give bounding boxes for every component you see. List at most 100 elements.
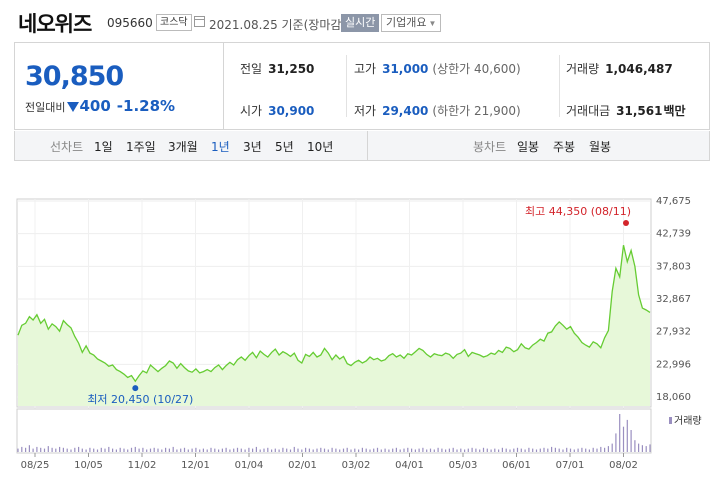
volume-bar xyxy=(335,448,337,452)
volume-bar xyxy=(380,449,382,452)
volume-bar xyxy=(119,447,121,452)
volume-bar xyxy=(17,448,19,452)
candle-monthly-button[interactable]: 월봉 xyxy=(589,140,612,154)
volume-bar xyxy=(289,449,292,452)
period-1y-button[interactable]: 1년 xyxy=(211,140,230,154)
y-tick-label: 47,675 xyxy=(656,196,691,207)
volume-bar xyxy=(475,448,477,452)
volume-bar xyxy=(630,430,632,452)
volume-bar xyxy=(573,449,575,452)
volume-bar xyxy=(214,448,216,452)
period-1d-button[interactable]: 1일 xyxy=(94,140,113,154)
stock-code: 095660 xyxy=(107,16,153,30)
x-tick-label: 04/01 xyxy=(395,460,424,471)
period-10y-button[interactable]: 10년 xyxy=(307,140,334,154)
volume-bar xyxy=(369,449,371,452)
volume-bar xyxy=(513,448,515,452)
volume-bar xyxy=(403,448,405,452)
volume-bar xyxy=(456,449,458,452)
volume-bar xyxy=(161,449,163,452)
company-overview-label: 기업개요 xyxy=(386,17,427,29)
volume-bar xyxy=(482,447,485,452)
volume-bar xyxy=(221,448,223,452)
volume-bar xyxy=(543,447,545,452)
x-tick-label: 02/01 xyxy=(288,460,317,471)
period-3m-button[interactable]: 3개월 xyxy=(168,140,198,154)
volume-bar xyxy=(649,444,651,452)
candle-daily-button[interactable]: 일봉 xyxy=(517,140,540,154)
volume-bar xyxy=(297,448,299,452)
stock-name: 네오위즈 xyxy=(18,12,92,36)
volume-bar xyxy=(282,447,284,452)
volume-bar xyxy=(422,447,424,452)
volume-bar xyxy=(524,449,526,452)
volume-bar xyxy=(25,447,27,452)
volume-legend: 거래량 xyxy=(674,415,702,427)
volume-bar xyxy=(32,448,34,452)
volume-bar xyxy=(354,448,356,452)
volume-bar xyxy=(187,449,189,452)
volume-bar xyxy=(558,448,560,452)
y-tick-label: 18,060 xyxy=(656,392,691,403)
x-tick-label: 12/01 xyxy=(181,460,210,471)
low-annotation: 최저 20,450 (10/27) xyxy=(87,393,193,406)
volume-bar xyxy=(441,448,443,452)
volume-bar xyxy=(236,447,239,452)
volume-bar xyxy=(301,449,303,452)
volume-bar xyxy=(464,449,466,452)
volume-bar xyxy=(146,449,148,452)
volume-bar xyxy=(392,448,394,452)
volume-bar xyxy=(36,446,38,452)
low-point-marker xyxy=(132,385,139,392)
volume-bar xyxy=(81,448,83,452)
current-price-box: 30,850 전일대비 400 -1.28% xyxy=(15,43,224,129)
volume-bar xyxy=(134,446,136,452)
volume-bar xyxy=(562,449,564,452)
volume-bar xyxy=(604,447,606,452)
period-1w-button[interactable]: 1주일 xyxy=(126,140,156,154)
stat-volume: 거래량 1,046,487 xyxy=(566,62,673,76)
volume-bar xyxy=(225,447,227,452)
line-chart-label: 선차트 xyxy=(50,140,84,154)
volume-bar xyxy=(327,449,329,452)
price-stats: 전일 31,250 고가 31,000 (상한가 40,600) 거래량 1,046,4… xyxy=(224,43,709,129)
period-3y-button[interactable]: 3년 xyxy=(243,140,262,154)
volume-bar xyxy=(323,448,326,452)
volume-bar xyxy=(596,448,598,452)
price-chart[interactable]: 47,675 42,739 37,803 32,867 27,932 22,996 18,0… xyxy=(0,161,716,477)
period-5y-button[interactable]: 5년 xyxy=(275,140,294,154)
volume-bar xyxy=(641,445,643,452)
x-tick-label: 03/02 xyxy=(342,460,371,471)
stat-trade-value: 거래대금 31,561백만 xyxy=(566,104,686,118)
volume-bar xyxy=(51,447,53,452)
volume-bar xyxy=(259,449,261,452)
volume-bar xyxy=(411,448,413,452)
volume-bar xyxy=(149,448,152,452)
volume-bar xyxy=(138,448,140,452)
volume-bar xyxy=(255,446,257,452)
volume-bar xyxy=(278,449,280,452)
volume-bar xyxy=(183,447,186,452)
candle-weekly-button[interactable]: 주봉 xyxy=(553,140,576,154)
volume-bar xyxy=(611,443,613,452)
volume-bar xyxy=(373,448,375,452)
volume-bar xyxy=(320,447,322,452)
volume-bar xyxy=(346,447,348,452)
volume-bar xyxy=(384,448,386,452)
price-area xyxy=(18,245,650,406)
volume-bar xyxy=(191,448,193,452)
change-amount: 400 xyxy=(79,97,111,115)
volume-bar xyxy=(551,446,553,452)
volume-bar xyxy=(127,449,129,452)
volume-bar xyxy=(581,447,583,452)
volume-bar xyxy=(263,448,265,452)
realtime-button[interactable]: 실시간 xyxy=(341,14,380,32)
change-rate: -1.28% xyxy=(116,97,176,115)
price-line xyxy=(17,245,651,383)
volume-bar xyxy=(312,449,314,452)
volume-bar xyxy=(619,414,621,452)
company-overview-button[interactable]: 기업개요 ▼ xyxy=(381,14,442,32)
volume-bar xyxy=(202,448,204,452)
volume-bar xyxy=(437,447,439,452)
x-tick-label: 07/01 xyxy=(556,460,585,471)
